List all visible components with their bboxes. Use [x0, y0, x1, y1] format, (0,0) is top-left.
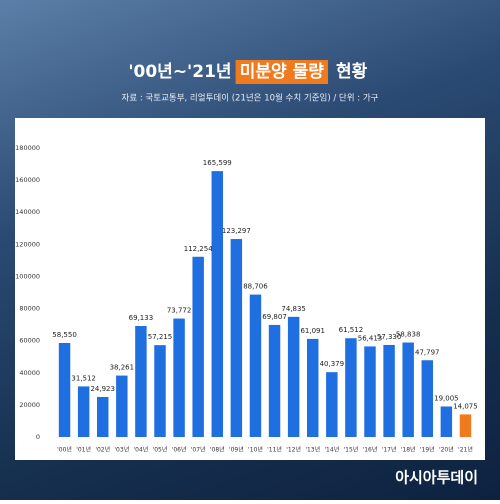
x-tick-label: '09년 — [229, 446, 244, 454]
bar — [135, 326, 147, 437]
value-label: 73,772 — [167, 307, 192, 315]
title-part: 현황 — [336, 62, 368, 82]
bar — [97, 396, 109, 437]
x-tick-label: '03년 — [114, 446, 129, 454]
x-tick-label: '11년 — [267, 446, 282, 454]
x-tick-label: '02년 — [95, 446, 110, 454]
bar — [402, 342, 414, 437]
value-label: 31,512 — [71, 374, 96, 382]
value-label: 165,599 — [203, 159, 232, 167]
bar — [307, 338, 319, 437]
value-label: 38,261 — [110, 364, 135, 372]
value-label: 69,133 — [129, 314, 154, 322]
y-tick-label: 40000 — [19, 369, 40, 377]
y-tick-label: 100000 — [15, 272, 40, 280]
x-tick-label: '15년 — [344, 446, 359, 454]
y-tick-label: 20000 — [19, 401, 40, 409]
x-tick-label: '07년 — [191, 446, 206, 454]
y-tick-label: 140000 — [15, 208, 40, 216]
x-tick-label: '17년 — [382, 446, 397, 454]
value-label: 57,330 — [377, 333, 402, 341]
value-label: 74,835 — [281, 305, 306, 313]
x-tick-label: '04년 — [134, 446, 149, 454]
title-part: 미분양 물량 — [240, 62, 324, 82]
y-tick-label: 0 — [36, 433, 40, 441]
x-tick-label: '12년 — [286, 446, 301, 454]
value-label: 40,379 — [320, 360, 345, 368]
value-label: 58,550 — [52, 331, 77, 339]
x-tick-label: '13년 — [305, 446, 320, 454]
value-label: 123,297 — [222, 227, 251, 235]
value-label: 112,254 — [184, 245, 213, 253]
bar — [249, 294, 262, 437]
value-label: 14,075 — [453, 402, 478, 410]
y-tick-label: 160000 — [15, 176, 40, 184]
x-tick-label: '14년 — [324, 446, 339, 454]
value-label: 56,413 — [358, 334, 383, 342]
subtitle: 자료 : 국토교통부, 리얼투데이 (21년은 10월 수치 기준임) / 단위… — [122, 93, 379, 104]
value-label: 24,923 — [90, 385, 115, 393]
bar — [116, 375, 128, 437]
x-tick-label: '00년 — [57, 446, 72, 454]
bar — [364, 346, 376, 437]
bar — [192, 256, 204, 437]
value-label: 19,005 — [434, 394, 459, 402]
x-tick-label: '21년 — [458, 446, 473, 454]
bar — [459, 414, 472, 437]
bar — [211, 171, 223, 437]
bar — [383, 344, 395, 437]
value-label: 58,838 — [396, 331, 421, 339]
y-tick-label: 80000 — [19, 305, 40, 313]
value-label: 69,807 — [262, 313, 287, 321]
bar — [58, 342, 71, 437]
bar — [154, 345, 166, 437]
x-tick-label: '01년 — [76, 446, 91, 454]
footer-logo: 아시아투데이 — [395, 469, 478, 487]
title-part: '00년~'21년 — [128, 62, 231, 82]
value-label: 61,091 — [300, 327, 325, 335]
title-highlight-box — [235, 60, 329, 84]
value-label: 47,797 — [415, 348, 440, 356]
x-tick-label: '06년 — [172, 446, 187, 454]
x-tick-label: '19년 — [420, 446, 435, 454]
value-label: 88,706 — [243, 283, 268, 291]
x-tick-label: '16년 — [363, 446, 378, 454]
x-tick-label: '08년 — [210, 446, 225, 454]
x-tick-label: '20년 — [439, 446, 454, 454]
bar — [345, 338, 357, 437]
value-label: 57,215 — [148, 333, 173, 341]
bar — [421, 360, 433, 437]
bar — [287, 316, 300, 437]
x-tick-label: '10년 — [248, 446, 263, 454]
y-tick-label: 120000 — [15, 240, 40, 248]
bar — [440, 406, 453, 437]
x-tick-label: '18년 — [401, 446, 416, 454]
y-tick-label: 60000 — [19, 337, 40, 345]
value-label: 61,512 — [339, 326, 364, 334]
bar — [230, 239, 243, 437]
x-tick-label: '05년 — [153, 446, 168, 454]
bar — [268, 324, 281, 437]
bar — [173, 318, 185, 437]
bar — [77, 386, 90, 437]
y-tick-label: 180000 — [15, 144, 40, 152]
bar — [326, 372, 338, 437]
